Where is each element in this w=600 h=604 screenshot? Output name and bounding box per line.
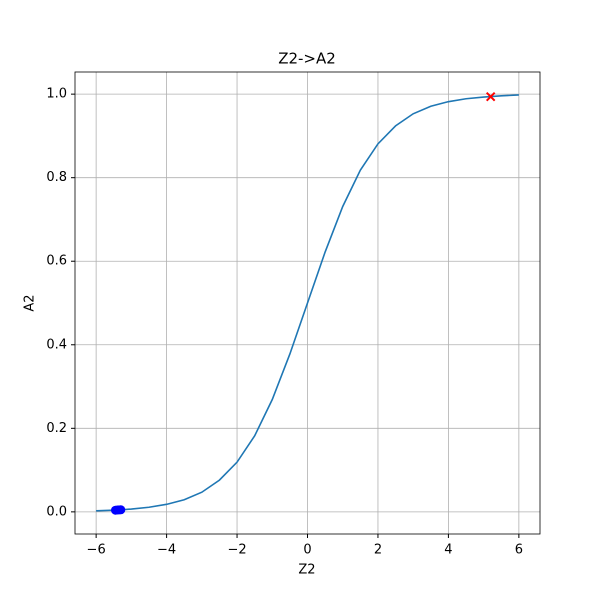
x-tick-label: 2 bbox=[374, 543, 382, 558]
plot-frame bbox=[74, 71, 541, 535]
x-tick-label: −4 bbox=[157, 543, 176, 558]
x-axis-label: Z2 bbox=[298, 563, 315, 578]
x-tick-label: 0 bbox=[303, 543, 311, 558]
y-tick-label: 0.2 bbox=[46, 421, 67, 436]
y-tick-label: 0.4 bbox=[46, 337, 67, 352]
y-tick-label: 0.0 bbox=[46, 504, 67, 519]
x-tick-label: −2 bbox=[227, 543, 246, 558]
x-tick-label: 6 bbox=[515, 543, 523, 558]
curve bbox=[96, 94, 519, 512]
y-axis-label: A2 bbox=[23, 294, 38, 311]
x-tick-label: 4 bbox=[444, 543, 452, 558]
y-tick-label: 0.8 bbox=[46, 170, 67, 185]
chart-title: Z2->A2 bbox=[278, 50, 336, 68]
y-tick-label: 0.6 bbox=[46, 254, 67, 269]
x-tick-label: −6 bbox=[87, 543, 106, 558]
point bbox=[116, 505, 126, 515]
y-tick-label: 1.0 bbox=[46, 87, 67, 102]
point bbox=[485, 91, 496, 102]
